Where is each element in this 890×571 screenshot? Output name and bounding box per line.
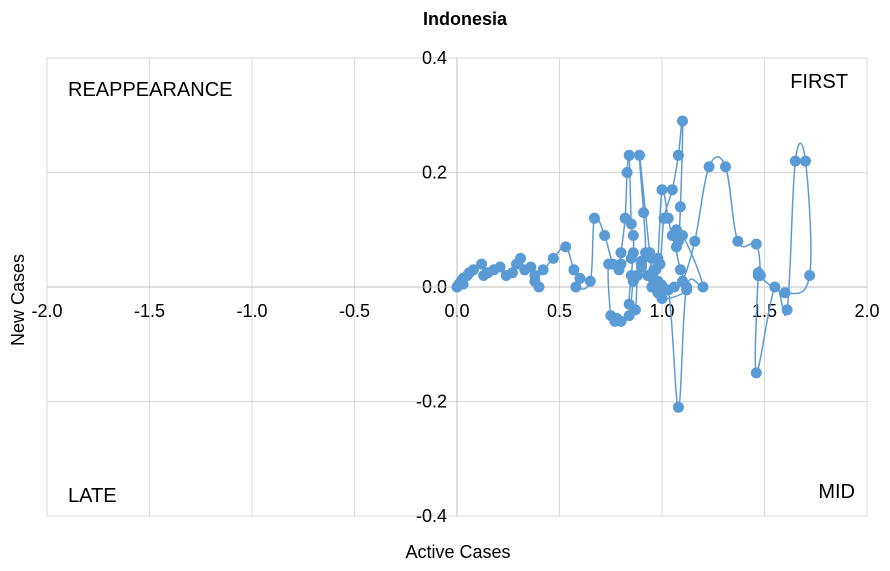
axes: -2.0 -1.5 -1.0 -0.5 0.0 0.5 1.0 1.5 2.00.40.20.0… bbox=[31, 48, 879, 526]
data-point bbox=[703, 161, 715, 173]
data-point bbox=[781, 304, 793, 316]
data-point bbox=[529, 270, 541, 281]
data-point bbox=[634, 149, 645, 161]
data-point bbox=[789, 155, 801, 167]
data-point bbox=[605, 310, 617, 322]
data-point bbox=[689, 235, 701, 247]
data-point bbox=[506, 267, 518, 279]
data-point bbox=[666, 184, 678, 196]
data-point bbox=[658, 212, 670, 224]
data-point bbox=[646, 252, 658, 264]
data-point bbox=[750, 238, 762, 250]
data-point bbox=[625, 218, 637, 230]
data-point bbox=[674, 201, 686, 213]
data-point bbox=[476, 258, 488, 270]
data-point bbox=[623, 149, 635, 161]
data-point bbox=[697, 281, 709, 293]
y-tick-label: 0.4 bbox=[422, 48, 447, 68]
data-point bbox=[467, 264, 479, 276]
data-point bbox=[515, 252, 526, 264]
data-point bbox=[574, 272, 586, 284]
data-point bbox=[677, 115, 688, 127]
quadrant-label-late: LATE bbox=[68, 485, 117, 507]
data-point bbox=[599, 230, 611, 241]
y-tick-label: -0.4 bbox=[416, 506, 447, 526]
chart-title: Indonesia bbox=[423, 9, 508, 29]
data-point bbox=[720, 161, 731, 173]
x-tick-label: -1.0 bbox=[236, 301, 267, 321]
data-point bbox=[732, 235, 744, 247]
data-point bbox=[800, 155, 811, 167]
data-point bbox=[636, 255, 647, 267]
data-point bbox=[672, 401, 684, 413]
data-point bbox=[603, 258, 615, 270]
data-point bbox=[615, 247, 627, 259]
quadrant-label-reappearance: REAPPEARANCE bbox=[68, 79, 233, 101]
data-point bbox=[668, 281, 680, 293]
series-line bbox=[456, 118, 812, 408]
data-point bbox=[674, 264, 686, 276]
data-point bbox=[638, 207, 650, 219]
data-point bbox=[525, 261, 537, 273]
y-axis-label: New Cases bbox=[8, 254, 28, 346]
data-point bbox=[547, 252, 559, 264]
data-point bbox=[769, 281, 781, 293]
data-point bbox=[656, 184, 668, 196]
data-point bbox=[677, 230, 688, 241]
x-tick-label: -1.5 bbox=[134, 301, 165, 321]
data-point bbox=[677, 275, 688, 287]
data-point bbox=[457, 278, 469, 290]
x-tick-label: 1.5 bbox=[752, 301, 777, 321]
x-tick-label: -0.5 bbox=[339, 301, 370, 321]
data-point bbox=[568, 264, 580, 276]
y-tick-label: 0.2 bbox=[422, 163, 447, 183]
x-axis-label: Active Cases bbox=[405, 542, 510, 562]
data-point bbox=[627, 275, 639, 287]
quadrant-label-mid: MID bbox=[818, 481, 855, 503]
data-point bbox=[588, 212, 600, 224]
x-tick-label: 1.0 bbox=[649, 301, 674, 321]
data-point bbox=[623, 310, 635, 322]
series bbox=[451, 115, 816, 413]
data-point bbox=[752, 270, 764, 281]
data-point bbox=[621, 167, 633, 178]
data-point bbox=[560, 241, 572, 253]
data-point bbox=[779, 287, 791, 299]
data-point bbox=[533, 281, 545, 293]
x-tick-label: 0.5 bbox=[547, 301, 572, 321]
data-point bbox=[570, 281, 582, 293]
data-point bbox=[672, 149, 684, 161]
x-tick-label: 2.0 bbox=[854, 301, 879, 321]
data-point bbox=[650, 264, 662, 276]
data-point bbox=[615, 258, 627, 270]
data-point bbox=[804, 270, 816, 281]
data-point bbox=[584, 275, 596, 287]
data-point bbox=[627, 230, 639, 241]
data-point bbox=[625, 252, 637, 264]
text-layer: Indonesia Active Cases New Cases REAPPEA… bbox=[8, 9, 855, 562]
x-tick-label: -2.0 bbox=[31, 301, 62, 321]
data-point bbox=[537, 264, 549, 276]
data-point bbox=[750, 367, 762, 379]
data-point bbox=[670, 241, 682, 253]
quadrant-label-first: FIRST bbox=[790, 71, 848, 93]
data-point bbox=[681, 284, 693, 296]
y-tick-label: -0.2 bbox=[416, 392, 447, 412]
data-point bbox=[494, 261, 506, 273]
